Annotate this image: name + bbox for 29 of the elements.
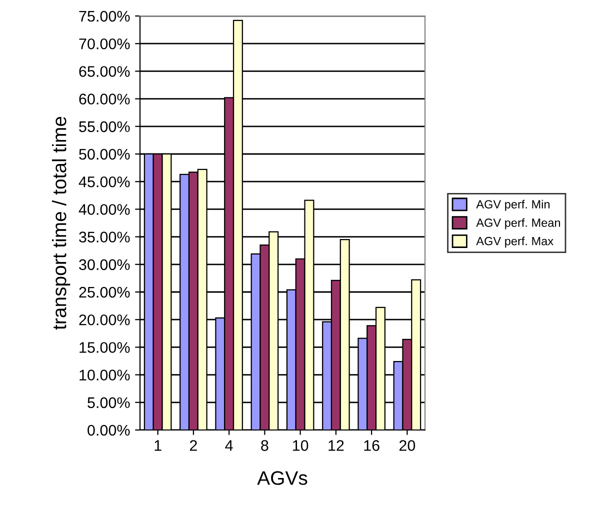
legend-label: AGV perf. Max [476,236,554,248]
y-tick-label: 20.00% [79,314,130,326]
x-tick-label: 8 [261,440,268,451]
legend-label: AGV perf. Min [476,200,550,211]
y-tick-label: 30.00% [79,259,130,270]
x-tick-label: 4 [225,440,233,451]
x-axis-title: AGVs [257,471,308,485]
x-tick-label: 20 [399,440,416,451]
y-tick-label: 5.00% [88,397,130,408]
x-tick-label: 2 [190,440,197,451]
y-tick-label: 75.00% [79,10,130,22]
y-tick-label: 60.00% [79,94,130,104]
y-tick-label: 45.00% [78,176,130,188]
y-tick-label: 15.00% [80,342,130,353]
y-tick-label: 50.00% [79,148,130,160]
y-tick-label: 10.00% [80,370,130,380]
y-tick-label: 70.00% [79,38,130,50]
x-tick-label: 1 [154,440,162,451]
x-tick-label: 10 [292,440,308,451]
y-tick-label: 40.00% [78,204,130,215]
y-axis-title: transport time / total time [52,116,70,330]
y-tick-label: 0.00% [88,424,130,436]
x-tick-label: 12 [328,440,344,451]
x-tick-label: 16 [364,440,380,451]
y-tick-label: 55.00% [79,121,130,132]
legend-label: AGV perf. Mean [476,218,560,230]
y-tick-label: 25.00% [79,286,130,298]
y-tick-label: 35.00% [79,232,130,242]
y-tick-label: 65.00% [79,66,130,77]
